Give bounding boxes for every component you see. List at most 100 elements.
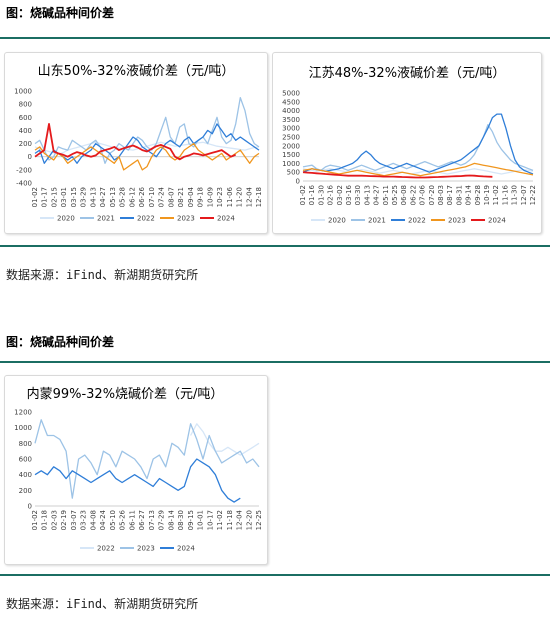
x-tick-label: 03-15: [70, 187, 78, 207]
legend-label: 2021: [368, 217, 386, 225]
x-tick-label: 10-09: [206, 187, 214, 207]
series-line-2023: [34, 419, 260, 499]
x-tick-label: 12-04: [236, 509, 244, 530]
x-tick-label: 08-30: [177, 510, 185, 530]
x-tick-label: 10-01: [197, 510, 205, 530]
series-line-2020: [302, 168, 534, 175]
y-tick-label: 4000: [282, 107, 300, 115]
x-tick-label: 03-02: [336, 185, 344, 205]
x-tick-label: 11-18: [226, 510, 234, 530]
y-tick-label: 200: [19, 140, 32, 148]
x-tick-label: 12-07: [520, 185, 528, 205]
x-tick-label: 04-24: [99, 509, 107, 530]
y-tick-label: 200: [19, 487, 32, 495]
x-tick-label: 07-13: [148, 510, 156, 530]
x-tick-label: 03-07: [70, 510, 78, 530]
y-tick-label: 1200: [14, 409, 32, 417]
x-tick-label: 07-06: [419, 184, 427, 205]
legend-label: 2024: [177, 545, 195, 553]
legend-label: 2023: [448, 217, 466, 225]
series-line-2021: [34, 96, 260, 164]
x-tick-label: 11-02: [216, 510, 224, 530]
chart-shandong-svg: 山东50%-32%液碱价差（元/吨） -400 -200 0 200 400 600 800 1…: [14, 64, 263, 223]
x-tick-label: 10-17: [206, 510, 214, 530]
x-tick-label: 11-30: [511, 185, 519, 205]
x-tick-label: 03-30: [354, 185, 362, 205]
series-line-2024: [34, 458, 241, 503]
y-tick-label: 600: [19, 114, 32, 122]
x-tick-label: 08-07: [167, 187, 175, 207]
x-tick-label: 05-25: [391, 185, 399, 205]
series-line-2024: [302, 171, 493, 179]
x-tick-label: 09-15: [187, 510, 195, 530]
y-tick-label: 2000: [282, 142, 300, 150]
x-tick-label: 03-16: [345, 184, 353, 205]
x-tick-label: 11-06: [226, 186, 234, 207]
y-tick-label: -400: [16, 180, 32, 188]
legend-label: 2020: [328, 217, 346, 225]
x-tick-label: 08-21: [177, 187, 185, 207]
series-line-2024: [34, 123, 237, 161]
series-line-2023: [302, 162, 534, 177]
chart-neimeng-svg: 内蒙99%-32%烧碱价差（元/吨） 0 200 400 600 800 1000 1200 0…: [14, 386, 263, 553]
legend-label: 2023: [177, 215, 195, 223]
legend-label: 2022: [408, 217, 426, 225]
x-tick-label: 12-18: [255, 187, 263, 207]
x-tick-label: 04-13: [363, 185, 371, 205]
x-tick-label: 07-29: [158, 510, 166, 530]
x-tick-label: 01-18: [41, 510, 49, 530]
x-tick-label: 04-27: [99, 187, 107, 207]
data-source: 数据来源：iFind、新湖期货研究所: [6, 268, 199, 282]
x-tick-label: 05-13: [109, 187, 117, 207]
x-tick-label: 12-25: [255, 510, 263, 530]
x-tick-label: 01-16: [308, 184, 316, 205]
series-line-2022: [302, 113, 534, 175]
x-tick-label: 09-18: [197, 187, 205, 207]
x-tick-label: 05-11: [382, 185, 390, 205]
legend-label: 2024: [488, 217, 506, 225]
x-tick-label: 01-02: [299, 185, 307, 205]
y-tick-label: 600: [19, 456, 32, 464]
x-tick-label: 08-14: [167, 509, 175, 530]
y-tick-label: 1000: [14, 424, 32, 432]
x-tick-label: 04-13: [89, 187, 97, 207]
y-tick-label: -200: [16, 166, 32, 174]
x-tick-label: 07-24: [158, 186, 166, 207]
x-tick-label: 06-27: [138, 510, 146, 530]
x-tick-label: 09-14: [465, 184, 473, 205]
x-tick-label: 06-22: [409, 185, 417, 205]
y-tick-label: 0: [296, 178, 300, 186]
x-tick-label: 10-19: [483, 185, 491, 205]
x-tick-label: 05-28: [119, 187, 127, 207]
chart-jiangsu: 江苏48%-32%液碱价差（元/吨） 0 500 1000 1500 2000 2500 30…: [272, 52, 542, 234]
section-title: 图：烧碱品种间价差: [6, 6, 115, 20]
x-tick-label: 12-20: [245, 510, 253, 530]
x-tick-label: 11-16: [501, 184, 509, 205]
y-tick-label: 400: [19, 127, 32, 135]
x-tick-label: 12-22: [529, 185, 537, 205]
y-tick-label: 0: [28, 153, 32, 161]
legend-label: 2022: [137, 215, 155, 223]
x-tick-label: 10-23: [216, 187, 224, 207]
y-tick-label: 3500: [282, 116, 300, 124]
y-tick-label: 500: [287, 169, 300, 177]
x-tick-label: 06-12: [128, 187, 136, 207]
x-tick-label: 06-11: [128, 510, 136, 530]
x-tick-label: 11-20: [236, 187, 244, 207]
x-tick-label: 03-29: [80, 187, 88, 207]
y-tick-label: 4500: [282, 98, 300, 106]
chart-title: 江苏48%-32%液碱价差（元/吨）: [309, 65, 506, 81]
x-tick-label: 05-10: [109, 510, 117, 530]
x-tick-label: 08-31: [455, 185, 463, 205]
x-tick-label: 03-01: [60, 187, 68, 207]
chart-title: 内蒙99%-32%烧碱价差（元/吨）: [27, 386, 224, 402]
legend-label: 2024: [217, 215, 235, 223]
x-tick-label: 01-17: [41, 187, 49, 207]
chart-shandong: 山东50%-32%液碱价差（元/吨） -400 -200 0 200 400 600 800 1…: [4, 52, 268, 234]
legend-label: 2023: [137, 545, 155, 553]
divider-mid: [0, 245, 550, 247]
x-tick-label: 08-03: [437, 185, 445, 205]
y-tick-label: 400: [19, 471, 32, 479]
y-tick-label: 5000: [282, 90, 300, 98]
series-line-2023: [34, 142, 260, 171]
